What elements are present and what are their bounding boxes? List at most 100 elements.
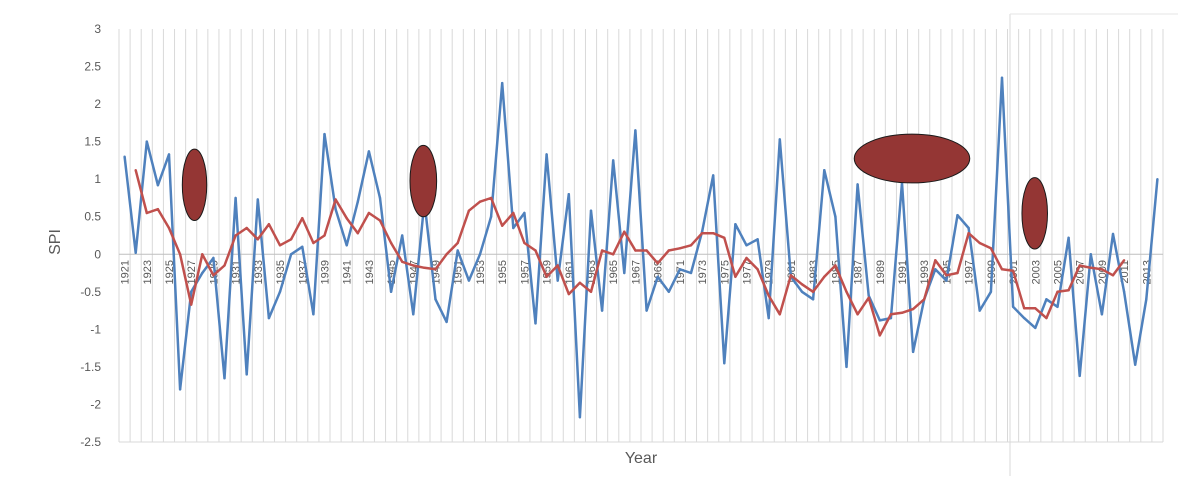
- data-point: [356, 232, 359, 235]
- y-tick-label: -1: [90, 322, 101, 336]
- data-point: [234, 196, 237, 200]
- data-point: [134, 169, 137, 172]
- data-point: [1045, 298, 1048, 301]
- x-tick-label: 1969: [653, 260, 665, 284]
- data-point: [923, 298, 926, 301]
- data-point: [956, 271, 959, 275]
- x-tick-label: 1957: [519, 260, 531, 284]
- x-tick-label: 1993: [919, 260, 931, 284]
- data-point: [1011, 305, 1015, 308]
- x-tick-label: 1921: [120, 260, 132, 284]
- data-point: [623, 230, 626, 233]
- y-tick-label: -2.5: [80, 435, 101, 449]
- data-point: [401, 234, 404, 237]
- data-point: [989, 290, 993, 293]
- data-point: [978, 241, 981, 245]
- data-point: [523, 241, 526, 245]
- highlight-ellipse: [409, 144, 438, 218]
- data-point: [800, 290, 804, 293]
- data-point: [700, 232, 704, 235]
- data-point: [911, 350, 915, 354]
- data-point: [689, 271, 693, 275]
- highlight-ellipse: [181, 148, 208, 221]
- data-point: [867, 294, 870, 297]
- data-point: [1011, 269, 1015, 272]
- x-tick-label: 1959: [542, 260, 554, 284]
- data-point: [412, 313, 415, 316]
- x-tick-label: 1977: [742, 260, 754, 284]
- data-point: [501, 81, 504, 85]
- data-point: [1100, 313, 1104, 316]
- x-tick-label: 1989: [875, 260, 887, 284]
- x-tick-label: 1955: [497, 260, 509, 284]
- y-tick-label: 0: [94, 247, 101, 261]
- data-point: [1000, 268, 1004, 271]
- data-point: [489, 196, 493, 200]
- grid: [118, 29, 1164, 442]
- data-point: [712, 232, 715, 235]
- data-point: [712, 174, 715, 177]
- y-tick-label: -0.5: [80, 285, 101, 299]
- data-point: [745, 256, 748, 260]
- data-point: [878, 334, 881, 337]
- data-point: [945, 274, 948, 277]
- series: [123, 76, 1159, 419]
- data-point: [656, 275, 659, 278]
- series-line: [123, 76, 1159, 419]
- data-point: [1022, 307, 1026, 310]
- x-tick-label: 1991: [897, 260, 909, 284]
- data-point: [434, 268, 437, 271]
- data-point: [323, 132, 326, 136]
- data-point: [301, 217, 304, 220]
- data-point: [1100, 268, 1104, 271]
- data-point: [767, 316, 770, 320]
- data-point: [190, 303, 193, 306]
- data-point: [734, 223, 737, 226]
- data-point: [289, 238, 293, 241]
- data-point: [301, 245, 304, 248]
- data-point: [956, 214, 959, 217]
- data-point: [1056, 305, 1059, 308]
- data-point: [612, 253, 615, 256]
- data-point: [423, 266, 426, 269]
- data-point: [578, 281, 582, 284]
- data-point: [667, 290, 670, 293]
- x-tick-label: 1971: [675, 260, 687, 284]
- data-point: [1034, 307, 1037, 310]
- data-point: [156, 208, 160, 211]
- data-point: [889, 313, 893, 316]
- data-point: [267, 316, 271, 320]
- x-tick-label: 1975: [719, 260, 731, 284]
- data-point: [223, 377, 226, 380]
- data-point: [278, 244, 282, 247]
- data-point: [567, 292, 570, 296]
- x-tick-label: 1953: [475, 260, 487, 284]
- data-point: [911, 307, 915, 311]
- data-point: [811, 290, 815, 293]
- data-point: [556, 279, 559, 282]
- data-point: [1145, 298, 1148, 301]
- data-point: [612, 159, 615, 162]
- data-point: [1022, 316, 1026, 320]
- data-point: [545, 275, 548, 278]
- x-tick-label: 2003: [1030, 260, 1042, 284]
- data-point: [1034, 326, 1037, 330]
- data-point: [367, 150, 371, 153]
- data-point: [756, 238, 759, 241]
- y-tick-label: 3: [94, 22, 101, 36]
- data-point: [545, 153, 548, 156]
- data-point: [167, 153, 171, 156]
- y-tick-labels: 3 2.5 2 1.5 1 0.5 0 -0.5 -1 -1.5 -2 -2.5: [80, 22, 101, 449]
- x-tick-label: 1943: [364, 260, 376, 284]
- data-point: [1122, 259, 1126, 262]
- data-point: [856, 183, 859, 186]
- data-point: [767, 294, 770, 297]
- x-tick-label: 1925: [164, 260, 176, 284]
- data-point: [1078, 264, 1081, 267]
- data-point: [967, 226, 970, 230]
- data-point: [856, 313, 859, 316]
- data-point: [278, 290, 282, 293]
- data-point: [334, 198, 337, 201]
- data-point: [978, 309, 981, 312]
- data-point: [145, 211, 148, 215]
